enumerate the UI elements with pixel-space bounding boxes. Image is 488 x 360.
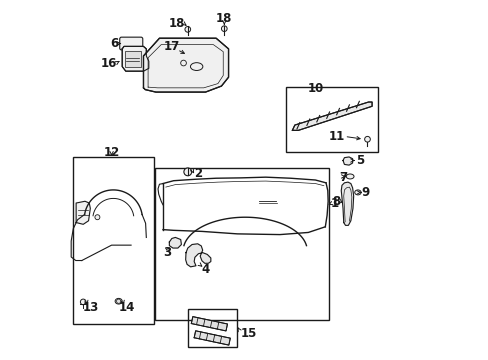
Polygon shape <box>122 46 148 71</box>
Bar <box>286 87 378 152</box>
Text: 12: 12 <box>103 146 120 159</box>
Text: 10: 10 <box>306 82 323 95</box>
Text: 2: 2 <box>194 167 202 180</box>
Circle shape <box>95 215 100 220</box>
Text: 14: 14 <box>119 301 135 314</box>
Polygon shape <box>292 102 371 130</box>
Polygon shape <box>76 201 90 224</box>
Bar <box>187 309 237 347</box>
Polygon shape <box>169 238 181 248</box>
Text: 3: 3 <box>163 246 171 259</box>
Text: 8: 8 <box>331 195 339 208</box>
Bar <box>72 157 154 324</box>
Text: 6: 6 <box>110 37 118 50</box>
Text: 4: 4 <box>201 263 209 276</box>
Circle shape <box>364 136 369 142</box>
Text: 5: 5 <box>355 154 363 167</box>
Text: 17: 17 <box>163 40 180 53</box>
Bar <box>125 51 141 67</box>
Ellipse shape <box>115 298 122 304</box>
Text: 18: 18 <box>216 12 232 25</box>
Circle shape <box>80 299 86 305</box>
Text: 7: 7 <box>338 171 346 184</box>
Text: 11: 11 <box>328 130 344 143</box>
Ellipse shape <box>354 190 360 195</box>
Text: 1: 1 <box>330 197 338 210</box>
Circle shape <box>183 168 191 176</box>
Text: 15: 15 <box>241 327 257 339</box>
Polygon shape <box>185 244 210 267</box>
Text: 9: 9 <box>361 186 369 199</box>
Text: 13: 13 <box>82 301 98 314</box>
Ellipse shape <box>346 174 353 179</box>
Circle shape <box>184 27 190 32</box>
Polygon shape <box>194 331 230 345</box>
Polygon shape <box>191 316 227 331</box>
Text: 18: 18 <box>169 17 185 30</box>
Polygon shape <box>343 157 352 165</box>
FancyBboxPatch shape <box>120 37 142 50</box>
Polygon shape <box>341 182 353 225</box>
Circle shape <box>116 299 121 303</box>
Text: 16: 16 <box>101 57 117 69</box>
Circle shape <box>221 26 226 31</box>
Polygon shape <box>143 38 228 92</box>
Bar <box>155 168 328 320</box>
